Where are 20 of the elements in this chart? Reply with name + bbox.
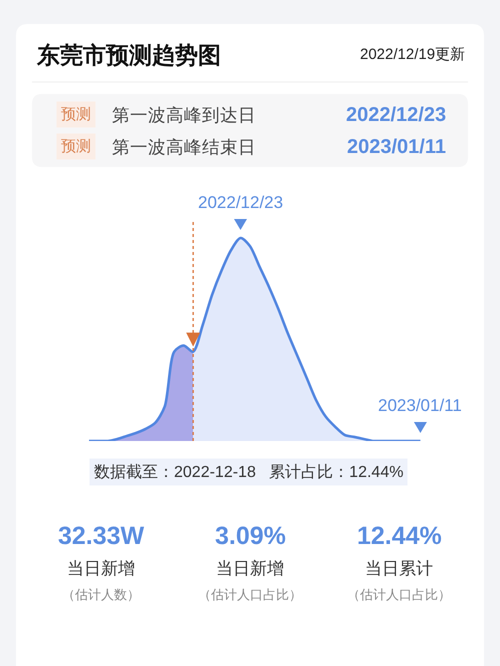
text: （估计人数）: [62, 587, 140, 602]
annotation: 2022/12/23: [198, 193, 284, 212]
text: 当日新增: [216, 559, 284, 578]
text: 数据截至：2022-12-18 累计占比：12.44%: [94, 463, 404, 481]
text: （估计人口占比）: [198, 587, 302, 602]
annotation: 2023/01/11: [378, 396, 462, 415]
text: 3.09%: [215, 522, 286, 550]
text: 2022/12/23: [346, 104, 446, 126]
text: 预测: [61, 138, 91, 155]
chart-subtitle: 2022/12/19更新: [360, 46, 466, 63]
text: 12.44%: [357, 522, 442, 550]
chart-title: 东莞市预测趋势图: [36, 42, 221, 68]
text: （估计人口占比）: [347, 587, 451, 602]
text: 2023/01/11: [347, 136, 446, 158]
text: 第一波高峰到达日: [112, 105, 256, 125]
text: 当日累计: [365, 559, 433, 578]
text: 32.33W: [58, 522, 145, 550]
text: 第一波高峰结束日: [112, 137, 256, 157]
text: 预测: [61, 106, 91, 123]
text: 当日新增: [67, 559, 135, 578]
